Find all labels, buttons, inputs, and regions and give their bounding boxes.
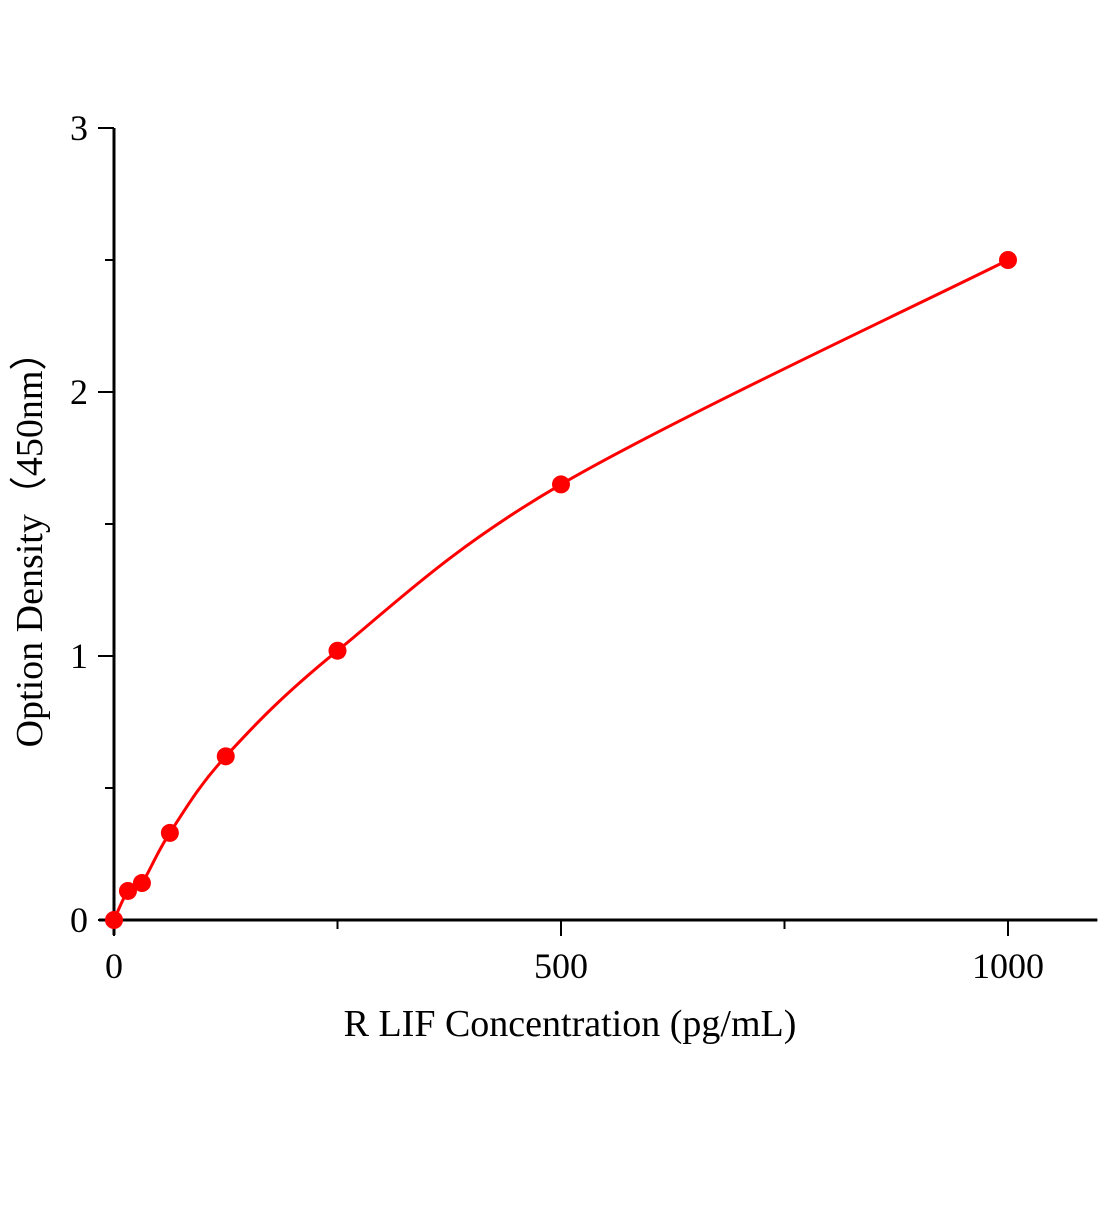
x-tick-label: 1000 — [972, 946, 1044, 986]
axes — [98, 127, 1098, 936]
y-tick-label: 0 — [70, 900, 88, 940]
data-point — [132, 874, 151, 893]
x-axis-label: R LIF Concentration (pg/mL) — [344, 1003, 797, 1045]
data-point — [118, 881, 137, 900]
tick-labels: 0 500 1000 0 1 2 3 — [70, 108, 1044, 986]
x-tick-label: 500 — [534, 946, 588, 986]
fit-curve — [112, 258, 1009, 921]
data-point — [160, 823, 179, 842]
y-tick-label: 2 — [70, 372, 88, 412]
data-point — [216, 747, 235, 766]
data-point — [999, 251, 1017, 269]
y-axis-label: Option Density（450nm） — [9, 333, 51, 748]
data-point — [552, 475, 570, 494]
x-tick-label: 0 — [105, 946, 123, 986]
y-tick-label: 1 — [70, 636, 88, 676]
data-point — [328, 641, 347, 660]
data-points — [105, 251, 1017, 929]
data-point — [105, 911, 123, 929]
y-tick-label: 3 — [70, 108, 88, 148]
